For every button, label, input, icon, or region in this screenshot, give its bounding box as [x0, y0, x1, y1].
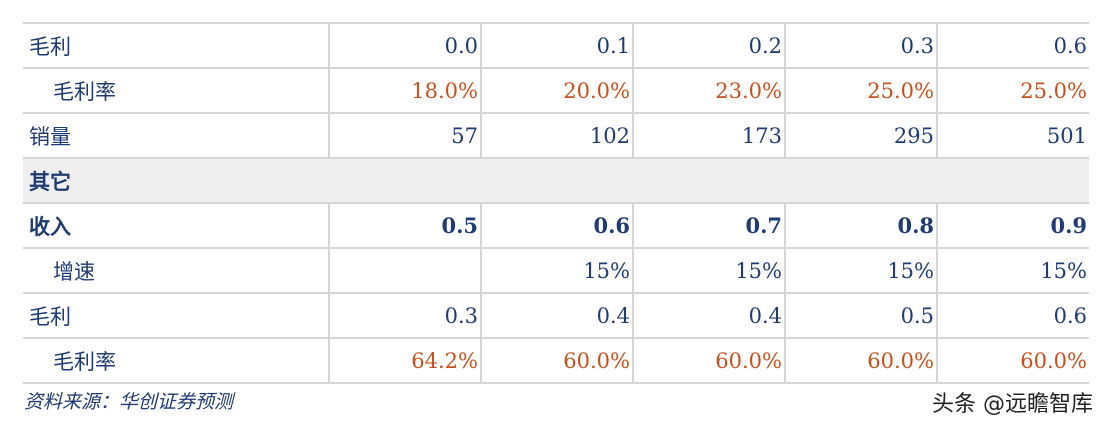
table-cell: 0.4	[481, 293, 634, 339]
table-row: 销量 57 102 173 295 501	[23, 113, 1089, 159]
row-label: 增速	[23, 248, 330, 294]
financial-table: 毛利 0.0 0.1 0.2 0.3 0.6 毛利率 18.0% 20.0% 2…	[23, 22, 1089, 384]
table-cell: 0.1	[481, 22, 634, 69]
table-row: 毛利 0.3 0.4 0.4 0.5 0.6	[23, 293, 1089, 339]
table-cell: 0.7	[633, 203, 786, 249]
table-cell	[329, 248, 482, 294]
table-cell: 64.2%	[329, 338, 482, 384]
table-cell: 60.0%	[785, 338, 938, 384]
section-header-row: 其它	[23, 158, 1089, 204]
table-cell: 60.0%	[633, 338, 786, 384]
table-cell: 0.5	[329, 203, 482, 249]
table-cell: 0.4	[633, 293, 786, 339]
table-cell: 0.3	[329, 293, 482, 339]
table-cell: 18.0%	[329, 68, 482, 114]
table-cell: 0.6	[481, 203, 634, 249]
table-cell: 0.9	[937, 203, 1089, 249]
table-row: 收入 0.5 0.6 0.7 0.8 0.9	[23, 203, 1089, 249]
table-cell: 0.3	[785, 22, 938, 69]
section-label: 其它	[23, 158, 1089, 204]
table-cell: 501	[937, 113, 1089, 159]
table-row: 增速 15% 15% 15% 15%	[23, 248, 1089, 294]
table-cell: 25.0%	[937, 68, 1089, 114]
table-cell: 20.0%	[481, 68, 634, 114]
table-cell: 0.2	[633, 22, 786, 69]
table-row: 毛利 0.0 0.1 0.2 0.3 0.6	[23, 22, 1089, 69]
table-cell: 102	[481, 113, 634, 159]
table-cell: 15%	[785, 248, 938, 294]
table-cell: 15%	[481, 248, 634, 294]
table-cell: 60.0%	[481, 338, 634, 384]
row-label: 收入	[23, 203, 330, 249]
table-cell: 25.0%	[785, 68, 938, 114]
row-label: 毛利	[23, 293, 330, 339]
row-label: 毛利率	[23, 338, 330, 384]
table-cell: 0.8	[785, 203, 938, 249]
table-cell: 295	[785, 113, 938, 159]
table-cell: 57	[329, 113, 482, 159]
table-cell: 0.6	[937, 22, 1089, 69]
table-cell: 0.0	[329, 22, 482, 69]
table-cell: 0.5	[785, 293, 938, 339]
table-cell: 0.6	[937, 293, 1089, 339]
data-source-note: 资料来源：华创证券预测	[24, 391, 234, 413]
watermark-brand: 头条 @远瞻智库	[932, 392, 1093, 417]
table-cell: 15%	[633, 248, 786, 294]
table-cell: 15%	[937, 248, 1089, 294]
table-cell: 23.0%	[633, 68, 786, 114]
row-label: 毛利	[23, 22, 330, 69]
table-cell: 173	[633, 113, 786, 159]
table-row: 毛利率 64.2% 60.0% 60.0% 60.0% 60.0%	[23, 338, 1089, 384]
row-label: 毛利率	[23, 68, 330, 114]
table-row: 毛利率 18.0% 20.0% 23.0% 25.0% 25.0%	[23, 68, 1089, 114]
row-label: 销量	[23, 113, 330, 159]
table-cell: 60.0%	[937, 338, 1089, 384]
